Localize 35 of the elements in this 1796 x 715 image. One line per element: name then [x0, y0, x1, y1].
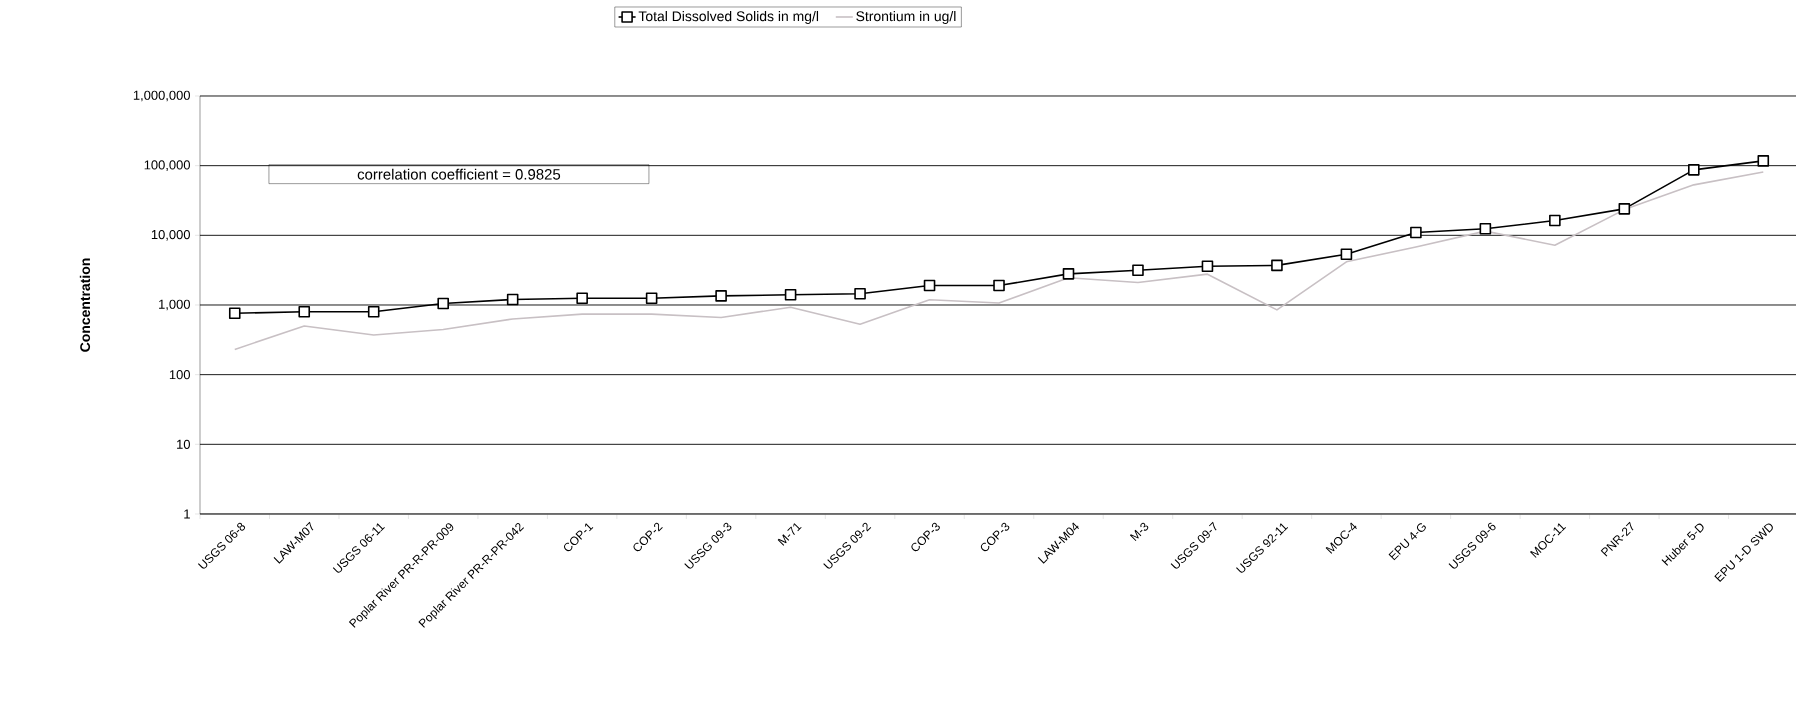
legend-label: Strontium in ug/l — [856, 10, 956, 24]
point — [1549, 214, 1561, 227]
annotation: correlation coefficient = 0.9825 — [357, 168, 561, 180]
point — [784, 289, 797, 301]
y-tick-label: 1 — [184, 509, 190, 519]
point — [715, 290, 727, 302]
y-tick-label: 10,000 — [151, 229, 190, 241]
point — [1410, 226, 1422, 239]
point — [1479, 223, 1492, 235]
y-axis-title: Concentration — [79, 258, 91, 352]
point — [923, 279, 936, 292]
point — [854, 287, 866, 300]
point — [1618, 203, 1631, 215]
point — [645, 292, 658, 305]
y-tick-label: 100,000 — [144, 160, 190, 172]
legend-label: Total Dissolved Solids in mg/l — [638, 10, 819, 24]
y-tick-label: 1,000,000 — [133, 90, 190, 102]
point — [1688, 164, 1700, 176]
x-tick-label: M-3 — [1129, 522, 1149, 542]
point — [1340, 248, 1353, 261]
point — [367, 305, 380, 318]
point — [1201, 260, 1214, 273]
point — [1062, 268, 1075, 280]
point — [298, 305, 311, 318]
y-tick-label: 100 — [169, 370, 190, 380]
point — [1132, 264, 1144, 277]
point — [228, 307, 241, 320]
point — [437, 297, 449, 310]
point — [1271, 259, 1283, 272]
y-tick-label: 10 — [177, 439, 190, 449]
point — [506, 293, 519, 306]
point — [993, 279, 1005, 292]
y-tick-label: 1,000 — [159, 299, 190, 311]
point — [576, 292, 588, 305]
point — [1757, 155, 1770, 167]
